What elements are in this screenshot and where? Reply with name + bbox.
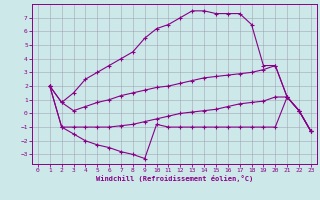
X-axis label: Windchill (Refroidissement éolien,°C): Windchill (Refroidissement éolien,°C) <box>96 175 253 182</box>
